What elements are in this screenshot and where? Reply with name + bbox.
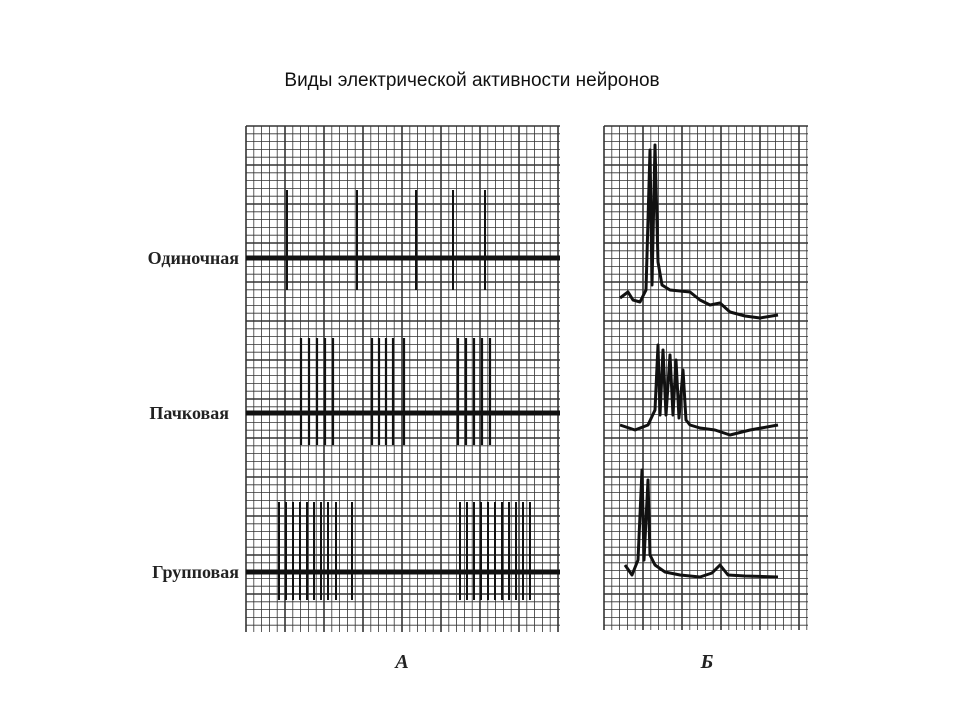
row-label: Групповая xyxy=(152,562,239,582)
row-label: Пачковая xyxy=(149,403,229,423)
trace xyxy=(619,343,779,437)
panel-label: Б xyxy=(700,651,714,673)
panel-label: А xyxy=(393,651,408,673)
slide-title: Виды электрической активности нейронов xyxy=(284,70,659,91)
traces xyxy=(246,143,779,600)
trace xyxy=(623,468,779,579)
grid-panel-b xyxy=(603,125,808,630)
trace xyxy=(619,143,779,320)
row-label: Одиночная xyxy=(148,248,240,268)
